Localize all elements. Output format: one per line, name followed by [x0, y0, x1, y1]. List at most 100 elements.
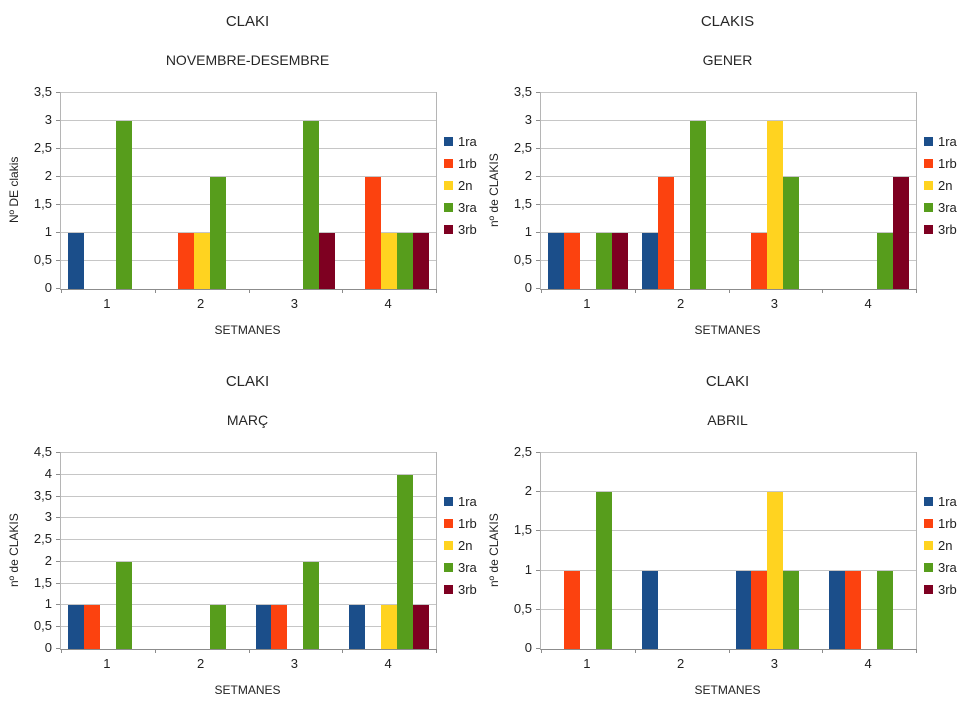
bar-1ra-setmana-4 — [829, 570, 846, 649]
legend-swatch-icon — [924, 202, 933, 212]
legend-item-3rb: 3rb — [444, 578, 477, 600]
bar-3ra-setmana-3 — [303, 561, 320, 649]
y-tick-label: 2,5 — [33, 531, 52, 547]
gridline — [541, 569, 916, 571]
bar-3rb-setmana-4 — [893, 177, 909, 289]
y-tick-label: 1 — [44, 596, 52, 612]
y-tick-mark — [536, 260, 540, 261]
legend-label: 1rb — [938, 515, 957, 531]
legend: 1ra 1rb 2n 3ra 3rb — [444, 490, 477, 600]
bar-3ra-setmana-4 — [877, 233, 894, 289]
y-tick-mark — [56, 517, 60, 519]
y-tick-label: 3 — [44, 509, 52, 525]
y-tick-mark — [56, 288, 60, 289]
legend-label: 1rb — [938, 155, 957, 171]
y-tick-label: 0 — [44, 280, 52, 295]
legend-swatch-icon — [924, 158, 933, 168]
legend-item-1rb: 1rb — [444, 512, 477, 534]
bar-1ra-setmana-1 — [548, 233, 564, 289]
legend-item-3rb: 3rb — [924, 578, 957, 600]
bar-3ra-setmana-1 — [595, 233, 612, 289]
gridline — [61, 582, 436, 584]
y-tick-label: 1,5 — [513, 196, 532, 211]
gridline — [61, 176, 436, 177]
legend-item-2n: 2n — [924, 174, 957, 196]
x-tick-mark — [342, 649, 344, 653]
bar-1ra-setmana-3 — [255, 605, 272, 649]
chart-subtitle: ABRIL — [707, 412, 748, 428]
y-tick-label: 2 — [524, 483, 532, 499]
x-tick-mark — [541, 289, 542, 293]
bar-1rb-setmana-2 — [177, 233, 194, 289]
bar-3ra-setmana-1 — [115, 121, 132, 289]
legend-swatch-icon — [924, 180, 933, 190]
gridline — [541, 232, 916, 233]
y-tick-label: 1,5 — [513, 522, 532, 538]
x-category-label: 1 — [103, 296, 111, 311]
x-category-label: 3 — [770, 296, 778, 311]
y-tick-mark — [536, 148, 540, 149]
gridline — [541, 260, 916, 261]
bar-1ra-setmana-4 — [349, 605, 366, 649]
gridline — [541, 120, 916, 121]
y-tick-label: 0 — [524, 280, 532, 295]
y-tick-mark — [56, 148, 60, 149]
legend-swatch-icon — [444, 158, 453, 168]
x-tick-mark — [822, 649, 824, 653]
gridline — [61, 452, 436, 453]
bar-1rb-setmana-2 — [657, 177, 674, 289]
legend-label: 1rb — [458, 155, 477, 171]
legend-label: 1ra — [938, 133, 957, 149]
legend-swatch-icon — [444, 540, 453, 550]
y-axis-title: nº de CLAKIS — [487, 513, 501, 587]
legend-label: 2n — [938, 537, 953, 553]
legend-label: 1rb — [458, 515, 477, 531]
x-tick-mark — [822, 289, 824, 293]
y-tick-mark — [56, 495, 60, 497]
bar-1rb-setmana-3 — [271, 605, 288, 649]
y-tick-label: 2,5 — [513, 140, 532, 155]
bar-1rb-setmana-4 — [845, 570, 862, 649]
bar-2n-setmana-4 — [381, 233, 398, 289]
legend-label: 2n — [458, 537, 473, 553]
x-tick-mark — [154, 649, 156, 653]
legend-item-1ra: 1ra — [924, 490, 957, 512]
legend-item-1rb: 1rb — [444, 152, 477, 174]
chart-title: CLAKI — [225, 13, 270, 30]
legend-label: 3rb — [458, 581, 477, 597]
gridline — [61, 232, 436, 233]
legend-item-3ra: 3ra — [924, 556, 957, 578]
bar-1rb-setmana-1 — [563, 233, 580, 289]
gridline — [61, 204, 436, 205]
y-tick-mark — [56, 204, 60, 205]
legend-swatch-icon — [444, 136, 453, 146]
x-tick-mark — [916, 289, 917, 293]
bar-3ra-setmana-1 — [595, 492, 612, 649]
x-tick-mark — [436, 289, 437, 293]
bar-3ra-setmana-4 — [877, 570, 894, 649]
y-tick-label: 3 — [44, 112, 52, 127]
y-tick-label: 0,5 — [513, 252, 532, 267]
y-tick-label: 1,5 — [33, 196, 52, 211]
legend-item-1ra: 1ra — [444, 130, 477, 152]
y-tick-label: 0,5 — [33, 618, 52, 634]
y-tick-label: 4,5 — [33, 444, 52, 459]
gridline — [541, 204, 916, 205]
legend-swatch-icon — [444, 180, 453, 190]
legend-item-3rb: 3rb — [444, 218, 477, 240]
y-tick-mark — [536, 288, 540, 289]
x-tick-mark — [61, 289, 62, 293]
bar-3rb-setmana-4 — [413, 605, 429, 649]
y-tick-mark — [56, 452, 60, 453]
bar-2n-setmana-4 — [381, 605, 398, 649]
y-tick-mark — [56, 176, 60, 177]
y-tick-label: 0,5 — [33, 252, 52, 267]
legend: 1ra 1rb 2n 3ra 3rb — [444, 130, 477, 240]
chart-title: CLAKI — [705, 373, 750, 390]
y-tick-label: 3,5 — [513, 84, 532, 99]
bar-1ra-setmana-3 — [735, 570, 752, 649]
y-tick-label: 2 — [44, 552, 52, 568]
plot-area — [536, 92, 917, 293]
x-tick-mark — [541, 649, 542, 653]
x-tick-mark — [342, 289, 344, 293]
